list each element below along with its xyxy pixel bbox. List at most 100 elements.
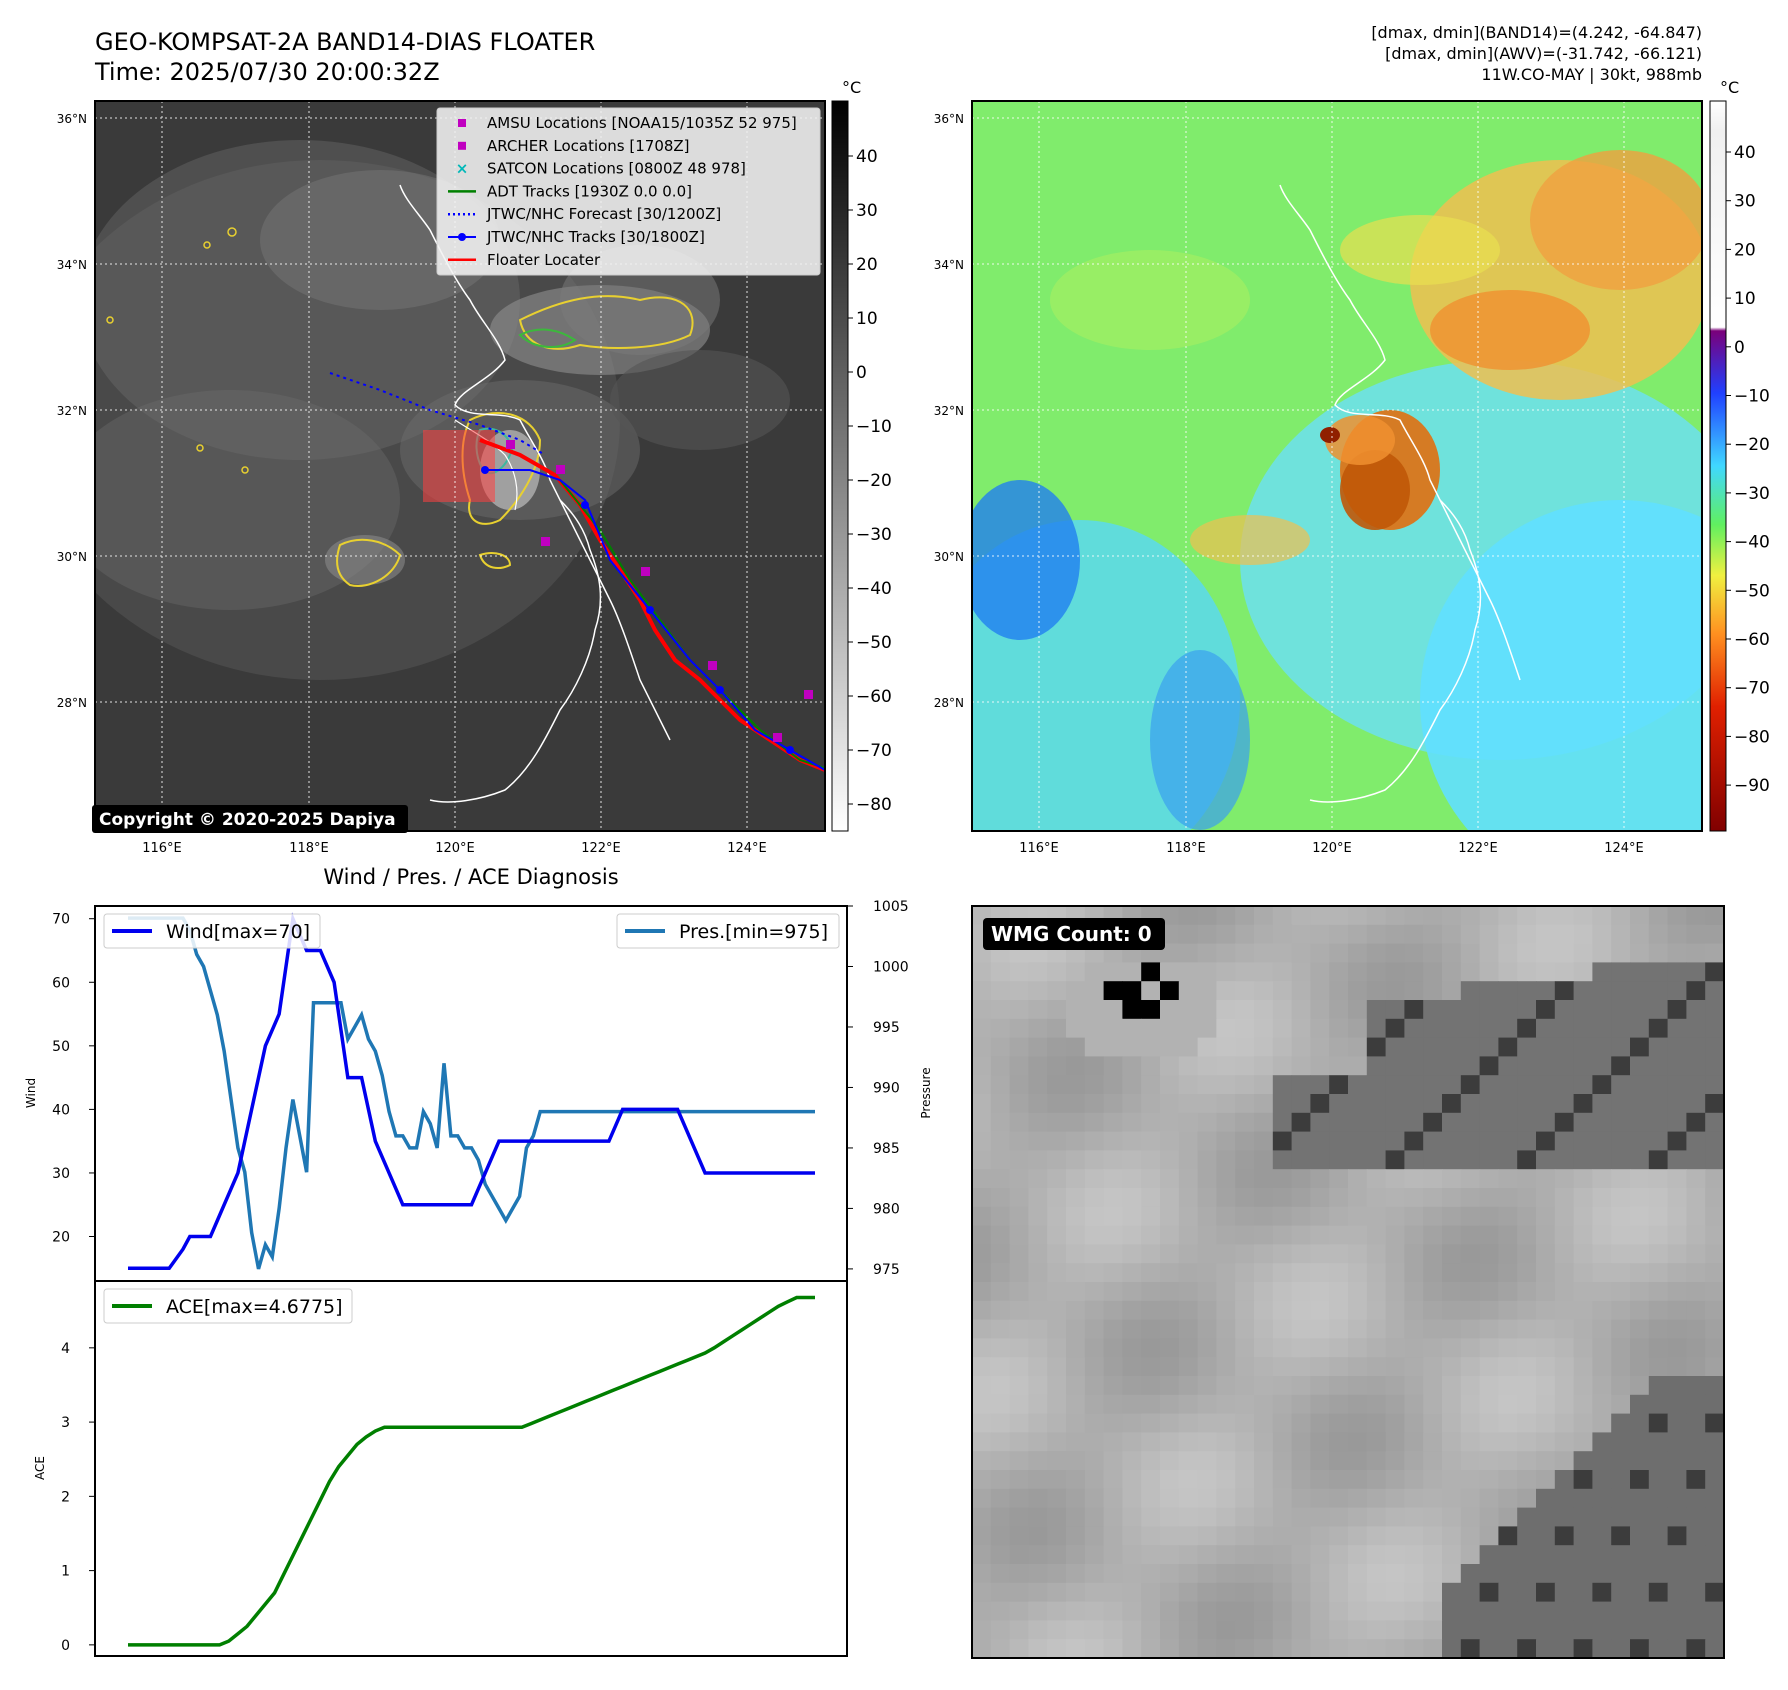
wmg-cell bbox=[1536, 981, 1556, 1001]
wmg-cell bbox=[1028, 1131, 1048, 1151]
wmg-cell bbox=[1348, 1545, 1368, 1565]
wmg-cell bbox=[1160, 1263, 1180, 1283]
wmg-cell bbox=[1103, 1112, 1123, 1133]
wmg-cell bbox=[1103, 1225, 1123, 1245]
wmg-cell bbox=[1611, 1169, 1631, 1189]
wmg-cell bbox=[1178, 1263, 1199, 1283]
wmg-cell bbox=[1366, 1620, 1387, 1640]
wmg-cell bbox=[1630, 1075, 1650, 1095]
wmg-cell bbox=[1348, 943, 1368, 963]
wmg-cell bbox=[1592, 943, 1612, 963]
wmg-cell bbox=[1009, 1470, 1029, 1490]
ir-map: Copyright © 2020-2025 Dapiya AMSU Locati… bbox=[92, 100, 826, 833]
pres-ytick-label: 975 bbox=[873, 1262, 900, 1278]
wmg-cell bbox=[1366, 924, 1387, 945]
wmg-cell bbox=[1366, 1056, 1387, 1076]
wmg-cell bbox=[1272, 1507, 1293, 1527]
wmg-cell bbox=[1197, 1620, 1217, 1640]
wmg-cell bbox=[1517, 1282, 1537, 1302]
wmg-cell bbox=[1517, 962, 1537, 982]
wmg-cell bbox=[1592, 1150, 1612, 1170]
wmg-cell bbox=[1423, 1338, 1443, 1358]
wmg-cell bbox=[1667, 1300, 1687, 1321]
wmg-cell bbox=[1160, 1206, 1180, 1227]
lon-label: 120°E bbox=[1312, 841, 1352, 856]
wmg-cell bbox=[1103, 1470, 1123, 1490]
ir-cbar-label: −70 bbox=[856, 741, 892, 761]
wmg-cell bbox=[1103, 1507, 1123, 1527]
wmg-cell bbox=[1611, 1300, 1631, 1321]
wmg-cell bbox=[1272, 1545, 1293, 1565]
wmg-cell bbox=[1536, 1413, 1556, 1433]
wmg-cell bbox=[1385, 924, 1405, 945]
ace-ylabel: ACE bbox=[33, 1456, 47, 1480]
ir-lon-labels: 116°E 118°E 120°E 122°E 124°E bbox=[142, 841, 767, 856]
wmg-cell bbox=[1329, 1413, 1349, 1433]
lon-label: 122°E bbox=[581, 841, 621, 856]
wmg-cell bbox=[1178, 1357, 1199, 1377]
wmg-cell bbox=[1498, 1620, 1518, 1640]
wv-cbar-label: −10 bbox=[1734, 387, 1770, 407]
wmg-cell bbox=[972, 1150, 992, 1170]
wmg-cell bbox=[1648, 1000, 1669, 1020]
wmg-cell bbox=[1498, 1357, 1518, 1377]
wmg-cell bbox=[1460, 1601, 1481, 1621]
wmg-cell bbox=[1573, 1564, 1593, 1584]
wmg-cell bbox=[1197, 1582, 1217, 1603]
wmg-cell bbox=[1103, 1188, 1123, 1208]
wmg-cell bbox=[1103, 1413, 1123, 1433]
wmg-cell bbox=[1460, 1507, 1481, 1527]
wmg-cell bbox=[1498, 1470, 1518, 1490]
wmg-cell bbox=[1254, 1526, 1274, 1546]
wmg-cell bbox=[1460, 1244, 1481, 1264]
wmg-cell bbox=[1197, 1564, 1217, 1584]
wmg-cell bbox=[990, 1244, 1011, 1264]
wmg-cell bbox=[1630, 1357, 1650, 1377]
wmg-cell bbox=[1310, 1376, 1330, 1396]
wmg-cell bbox=[990, 1413, 1011, 1433]
wmg-cell bbox=[1160, 1319, 1180, 1339]
wmg-cell bbox=[1554, 1169, 1575, 1189]
wmg-cell bbox=[1160, 1338, 1180, 1358]
wmg-cell bbox=[1103, 1244, 1123, 1264]
wmg-cell bbox=[1028, 1112, 1048, 1133]
wmg-cell bbox=[1103, 1601, 1123, 1621]
wmg-cell bbox=[1066, 1282, 1086, 1302]
wmg-cell bbox=[1028, 1056, 1048, 1076]
wmg-cell bbox=[1611, 1507, 1631, 1527]
wmg-cell bbox=[1291, 981, 1311, 1001]
wmg-cell bbox=[1498, 1000, 1518, 1020]
wmg-cell bbox=[1404, 1131, 1424, 1151]
wmg-cell bbox=[1385, 906, 1405, 926]
wmg-cell bbox=[1423, 1564, 1443, 1584]
wmg-cell bbox=[1084, 981, 1105, 1001]
wmg-cell bbox=[972, 1601, 992, 1621]
wmg-cell bbox=[1404, 1018, 1424, 1039]
wmg-cell bbox=[1442, 1526, 1462, 1546]
wmg-cell bbox=[1348, 1150, 1368, 1170]
wmg-cell bbox=[1460, 981, 1481, 1001]
wmg-cell bbox=[1291, 1112, 1311, 1133]
wmg-cell bbox=[1197, 1526, 1217, 1546]
wmg-cell bbox=[1592, 1169, 1612, 1189]
wmg-cell bbox=[1066, 1357, 1086, 1377]
wmg-cell bbox=[1216, 1056, 1236, 1076]
wmg-cell bbox=[1366, 1112, 1387, 1133]
wmg-cell bbox=[1366, 1451, 1387, 1471]
wmg-cell bbox=[1047, 1451, 1067, 1471]
wmg-cell bbox=[1385, 1639, 1405, 1658]
wmg-cell bbox=[1498, 1526, 1518, 1546]
wmg-cell bbox=[1254, 1639, 1274, 1658]
wmg-cell bbox=[1573, 1582, 1593, 1603]
wmg-cell bbox=[1536, 1526, 1556, 1546]
wmg-cell bbox=[1310, 1037, 1330, 1057]
wmg-cell bbox=[1423, 1282, 1443, 1302]
wmg-cell bbox=[1066, 1639, 1086, 1658]
wmg-cell bbox=[1348, 1131, 1368, 1151]
wmg-cell bbox=[1442, 1000, 1462, 1020]
wmg-cell bbox=[1084, 1188, 1105, 1208]
ace-legend-label: ACE[max=4.6775] bbox=[166, 1296, 343, 1318]
wmg-cell bbox=[1554, 1094, 1575, 1114]
wmg-cell bbox=[1611, 1206, 1631, 1227]
